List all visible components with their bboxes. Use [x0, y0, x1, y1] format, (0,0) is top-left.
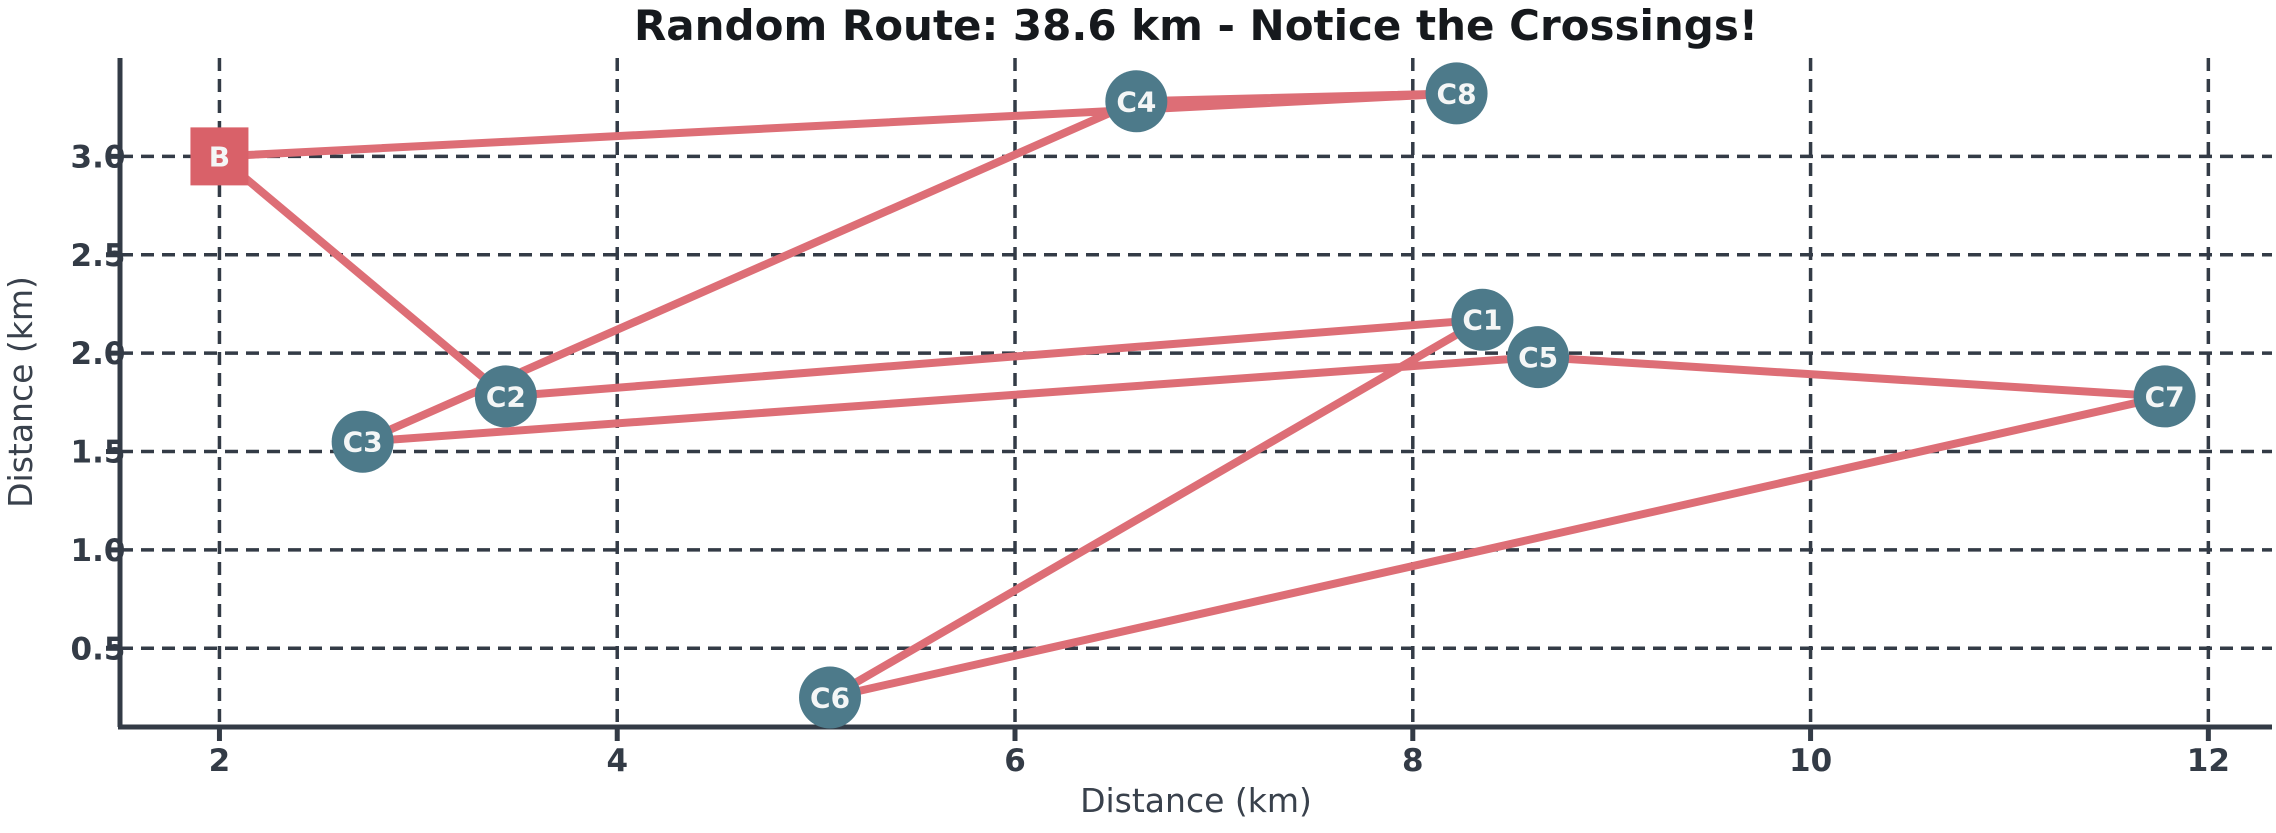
node-label-C4: C4	[1116, 85, 1156, 118]
node-C8: C8	[1425, 62, 1488, 125]
x-tick-label-8: 8	[1402, 743, 1424, 779]
gridlines	[120, 58, 2272, 727]
x-tick-label-2: 2	[209, 743, 231, 779]
city-marker	[2133, 365, 2196, 428]
node-label-C1: C1	[1462, 304, 1502, 337]
node-C4: C4	[1105, 70, 1168, 133]
node-C7: C7	[2133, 365, 2196, 428]
chart-title: Random Route: 38.6 km - Notice the Cross…	[634, 1, 1758, 50]
city-marker	[474, 365, 537, 428]
x-tick-label-6: 6	[1004, 743, 1026, 779]
x-axis-label: Distance (km)	[1080, 781, 1312, 820]
tick-labels: 2 4 6 8 10 12 0.5 1.0 1.5 2.0 2.5 3.0	[71, 139, 2230, 779]
city-marker	[1451, 288, 1514, 351]
route-line	[215, 89, 2169, 702]
node-label-C6: C6	[810, 681, 850, 714]
node-label-C3: C3	[343, 426, 383, 459]
node-C1: C1	[1451, 288, 1514, 351]
city-marker	[331, 410, 394, 473]
node-C5: C5	[1507, 326, 1570, 389]
route-path	[215, 89, 2169, 702]
node-C2: C2	[474, 365, 537, 428]
x-tick-label-4: 4	[606, 743, 628, 779]
node-C6: C6	[799, 666, 862, 729]
node-label-B: B	[209, 140, 230, 173]
route-nodes: B C1 C2 C3 C4 C5 C6 C7 C8	[190, 62, 2196, 729]
node-label-C8: C8	[1437, 77, 1477, 110]
city-marker	[1105, 70, 1168, 133]
node-C3: C3	[331, 410, 394, 473]
y-tick-label-1: 1.0	[71, 533, 126, 569]
y-tick-label-2.5: 2.5	[71, 238, 126, 274]
node-label-C7: C7	[2145, 380, 2185, 413]
y-axis-label: Distance (km)	[1, 276, 40, 508]
city-marker	[799, 666, 862, 729]
y-tick-label-3: 3.0	[71, 139, 126, 175]
y-tick-label-2: 2.0	[71, 336, 126, 372]
base-marker	[190, 127, 249, 186]
node-label-C2: C2	[486, 380, 526, 413]
node-label-C5: C5	[1518, 341, 1558, 374]
y-tick-label-0.5: 0.5	[71, 631, 126, 667]
x-tick-label-10: 10	[1789, 743, 1832, 779]
axes-spines	[106, 58, 2272, 741]
x-tick-label-12: 12	[2187, 743, 2230, 779]
city-marker	[1425, 62, 1488, 125]
city-marker	[1507, 326, 1570, 389]
y-tick-label-1.5: 1.5	[71, 435, 126, 471]
node-B: B	[190, 127, 249, 186]
